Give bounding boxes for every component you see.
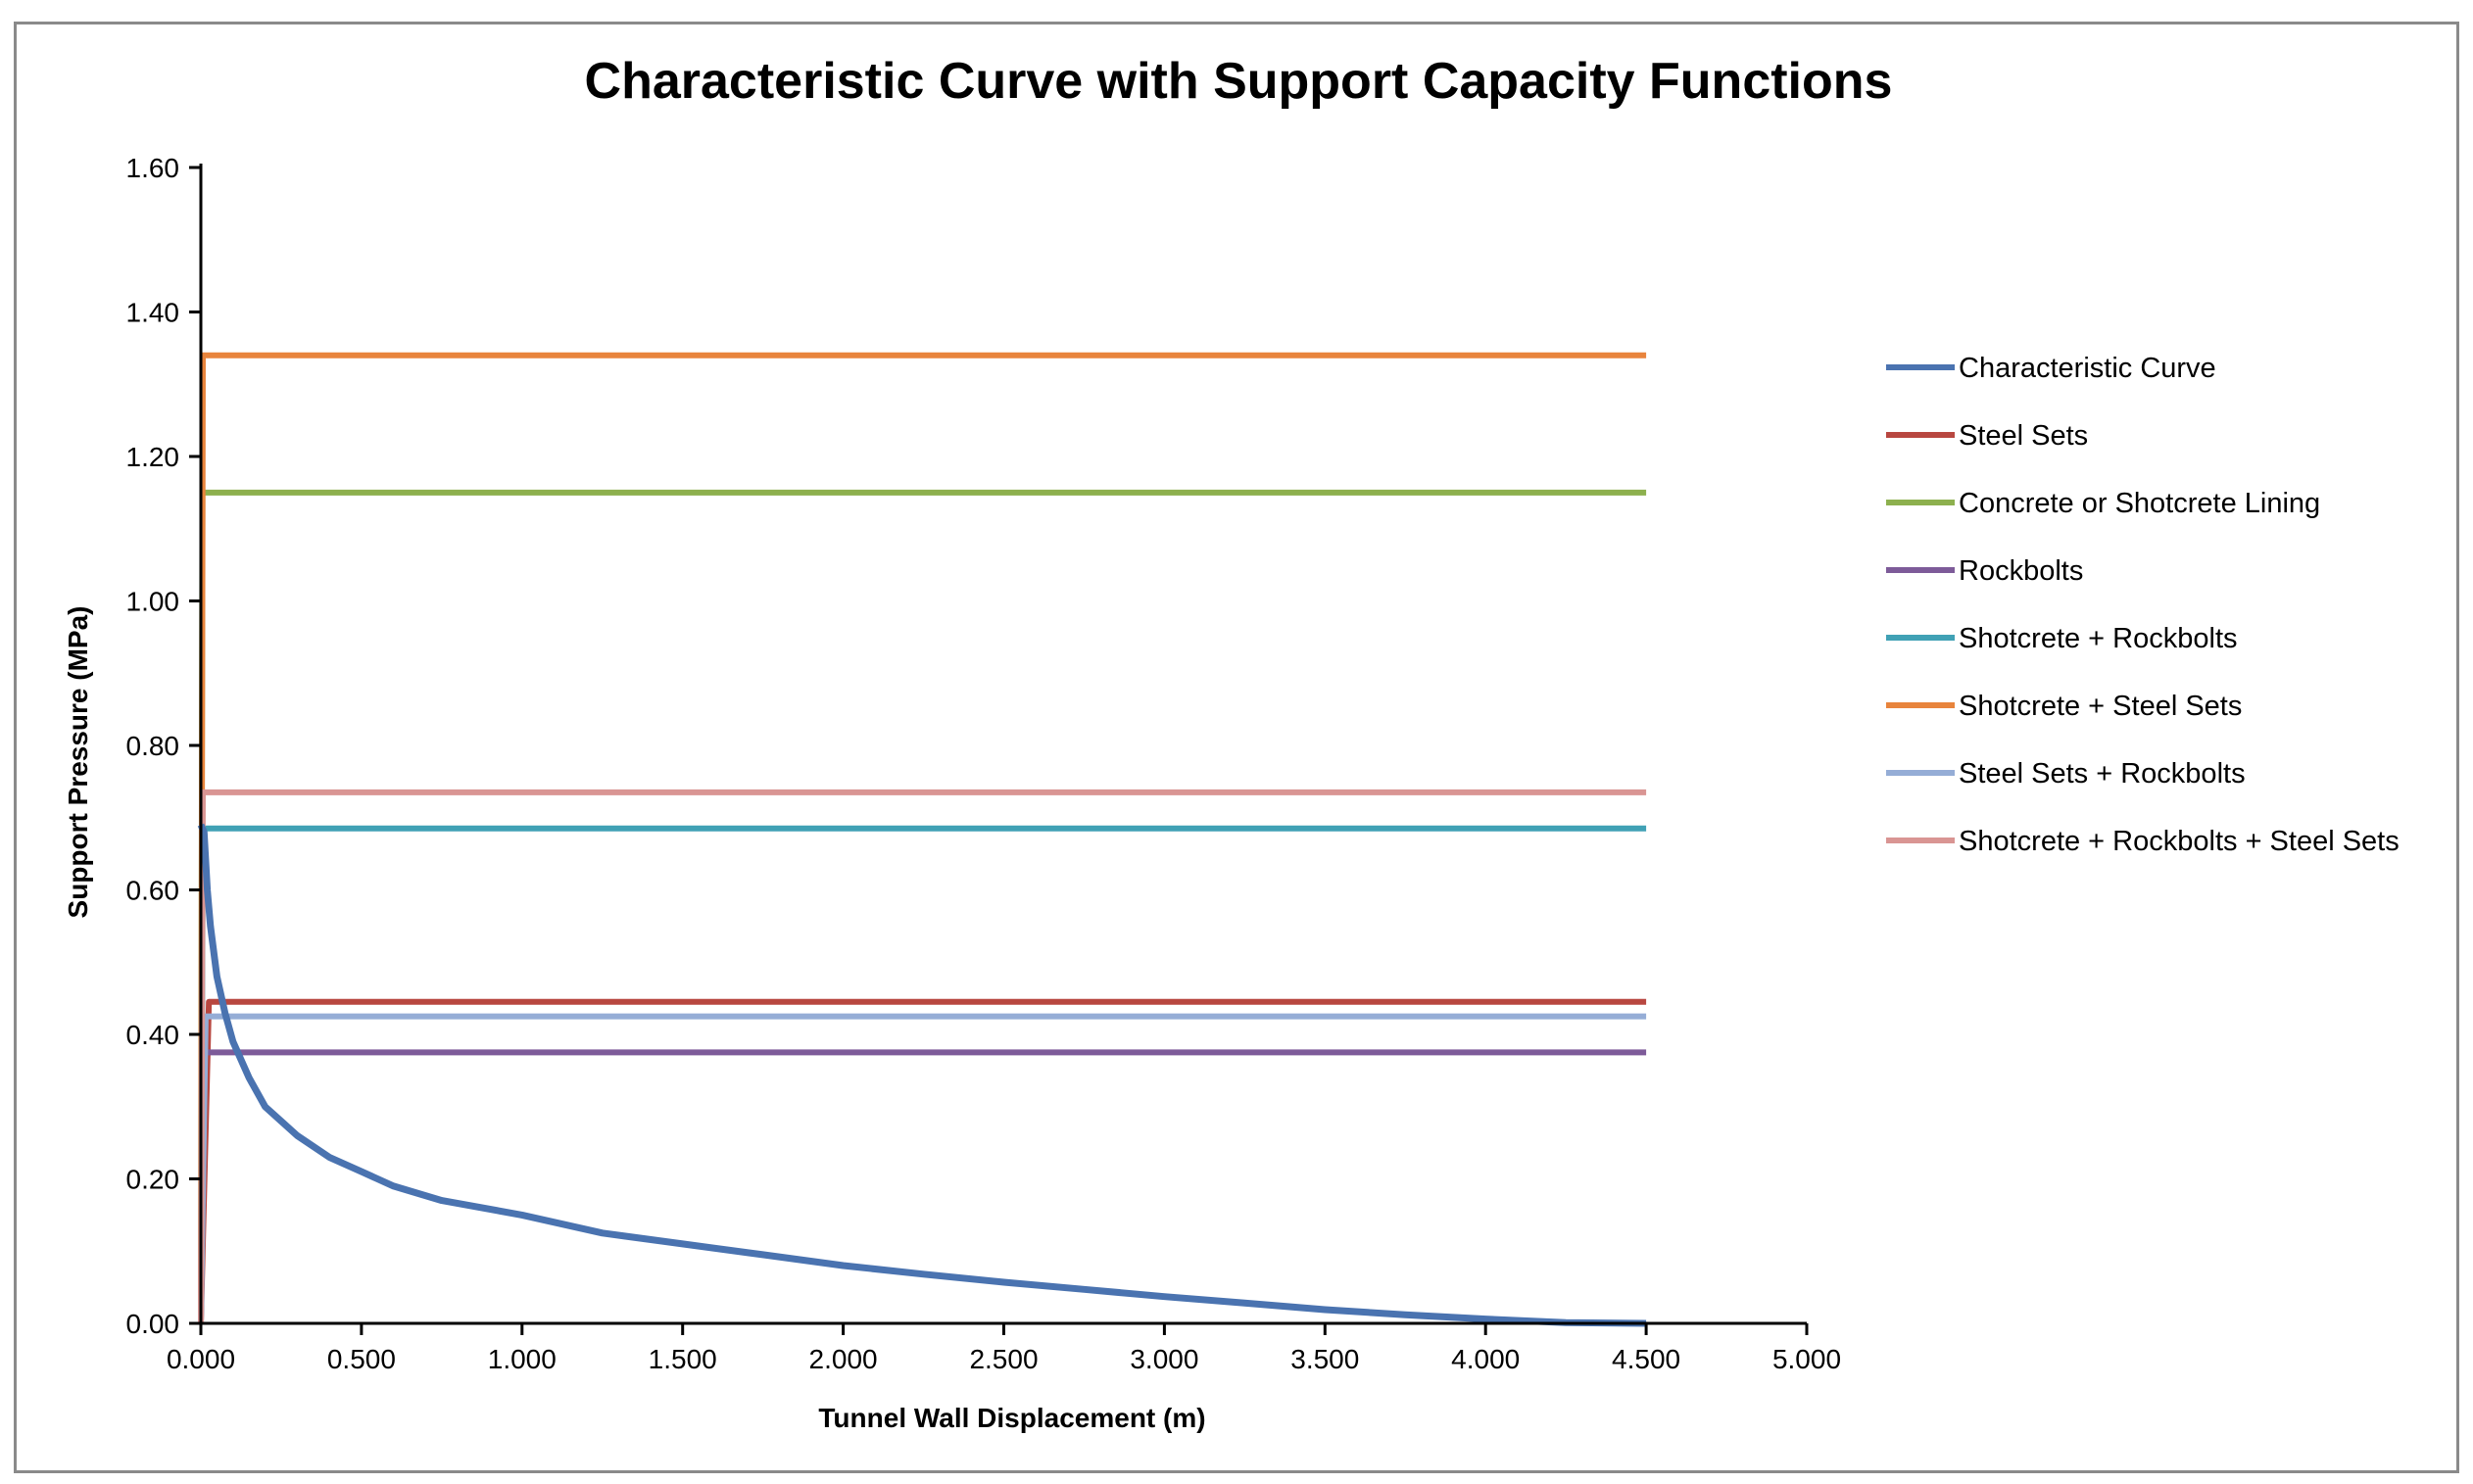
y-axis: 0.00 0.20 0.40 0.60 0.80 1.00 1.20 1.40 1.60	[126, 153, 203, 1339]
y-tick-label: 0.60	[126, 876, 180, 906]
y-tick-label: 0.20	[126, 1165, 180, 1195]
series-line-rockbolts	[198, 1049, 1647, 1324]
x-axis-label: Tunnel Wall Displacement (m)	[818, 1403, 1205, 1433]
legend-label: Characteristic Curve	[1959, 353, 2216, 384]
legend-label: Concrete or Shotcrete Lining	[1959, 488, 2320, 519]
legend-label: Shotcrete + Rockbolts + Steel Sets	[1959, 826, 2400, 857]
legend-label: Shotcrete + Rockbolts	[1959, 623, 2238, 654]
legend-item-rockbolts: Rockbolts	[1886, 555, 2083, 587]
legend-item-shotcrete-steel-sets: Shotcrete + Steel Sets	[1886, 691, 2242, 722]
x-tick-label: 5.000	[1772, 1344, 1841, 1374]
legend-item-steel-sets-rockbolts: Steel Sets + Rockbolts	[1886, 758, 2246, 790]
x-axis: 0.000 0.500 1.000 1.500 2.000 2.500 3.000 3.500…	[167, 1321, 1841, 1374]
x-tick-label: 3.500	[1290, 1344, 1359, 1374]
series-lines	[197, 352, 1647, 1327]
series-line-shotcrete-rockbolts-steel-sets	[198, 789, 1647, 1324]
legend-label: Steel Sets + Rockbolts	[1959, 758, 2246, 790]
x-tick-label: 2.500	[969, 1344, 1038, 1374]
chart-svg: Characteristic Curve with Support Capaci…	[63, 53, 2400, 1433]
y-axis-label: Support Pressure (MPa)	[63, 606, 93, 919]
y-tick-label: 1.00	[126, 587, 180, 617]
series-line-characteristic-curve	[197, 823, 1647, 1327]
x-tick-label: 1.000	[488, 1344, 557, 1374]
y-tick-label: 1.60	[126, 153, 180, 183]
x-tick-label: 4.000	[1451, 1344, 1520, 1374]
y-tick-label: 0.00	[126, 1309, 180, 1339]
x-tick-label: 1.500	[649, 1344, 717, 1374]
series-line-shotcrete-rockbolts	[198, 825, 1647, 1324]
legend-label: Shotcrete + Steel Sets	[1959, 691, 2242, 722]
x-tick-label: 4.500	[1612, 1344, 1680, 1374]
x-tick-label: 2.000	[809, 1344, 878, 1374]
legend-label: Steel Sets	[1959, 420, 2088, 452]
legend-item-shotcrete-rockbolts: Shotcrete + Rockbolts	[1886, 623, 2238, 654]
chart-frame: Characteristic Curve with Support Capaci…	[14, 22, 2459, 1473]
y-tick-label: 0.40	[126, 1020, 180, 1050]
y-tick-label: 1.40	[126, 298, 180, 328]
legend-label: Rockbolts	[1959, 555, 2083, 587]
y-tick-label: 1.20	[126, 442, 180, 472]
legend-item-characteristic-curve: Characteristic Curve	[1886, 353, 2216, 384]
chart-title: Characteristic Curve with Support Capaci…	[585, 53, 1893, 110]
y-tick-label: 0.80	[126, 731, 180, 761]
series-line-concrete-or-shotcrete-lining	[198, 489, 1647, 1324]
legend: Characteristic Curve Steel Sets Concrete o…	[1886, 353, 2400, 857]
legend-item-steel-sets: Steel Sets	[1886, 420, 2088, 452]
legend-item-shotcrete-rockbolts-steel-sets: Shotcrete + Rockbolts + Steel Sets	[1886, 826, 2400, 857]
x-tick-label: 0.500	[327, 1344, 396, 1374]
series-line-shotcrete-steel-sets	[198, 352, 1647, 1324]
x-tick-label: 0.000	[167, 1344, 235, 1374]
x-tick-label: 3.000	[1130, 1344, 1198, 1374]
legend-item-concrete-or-shotcrete-lining: Concrete or Shotcrete Lining	[1886, 488, 2320, 519]
